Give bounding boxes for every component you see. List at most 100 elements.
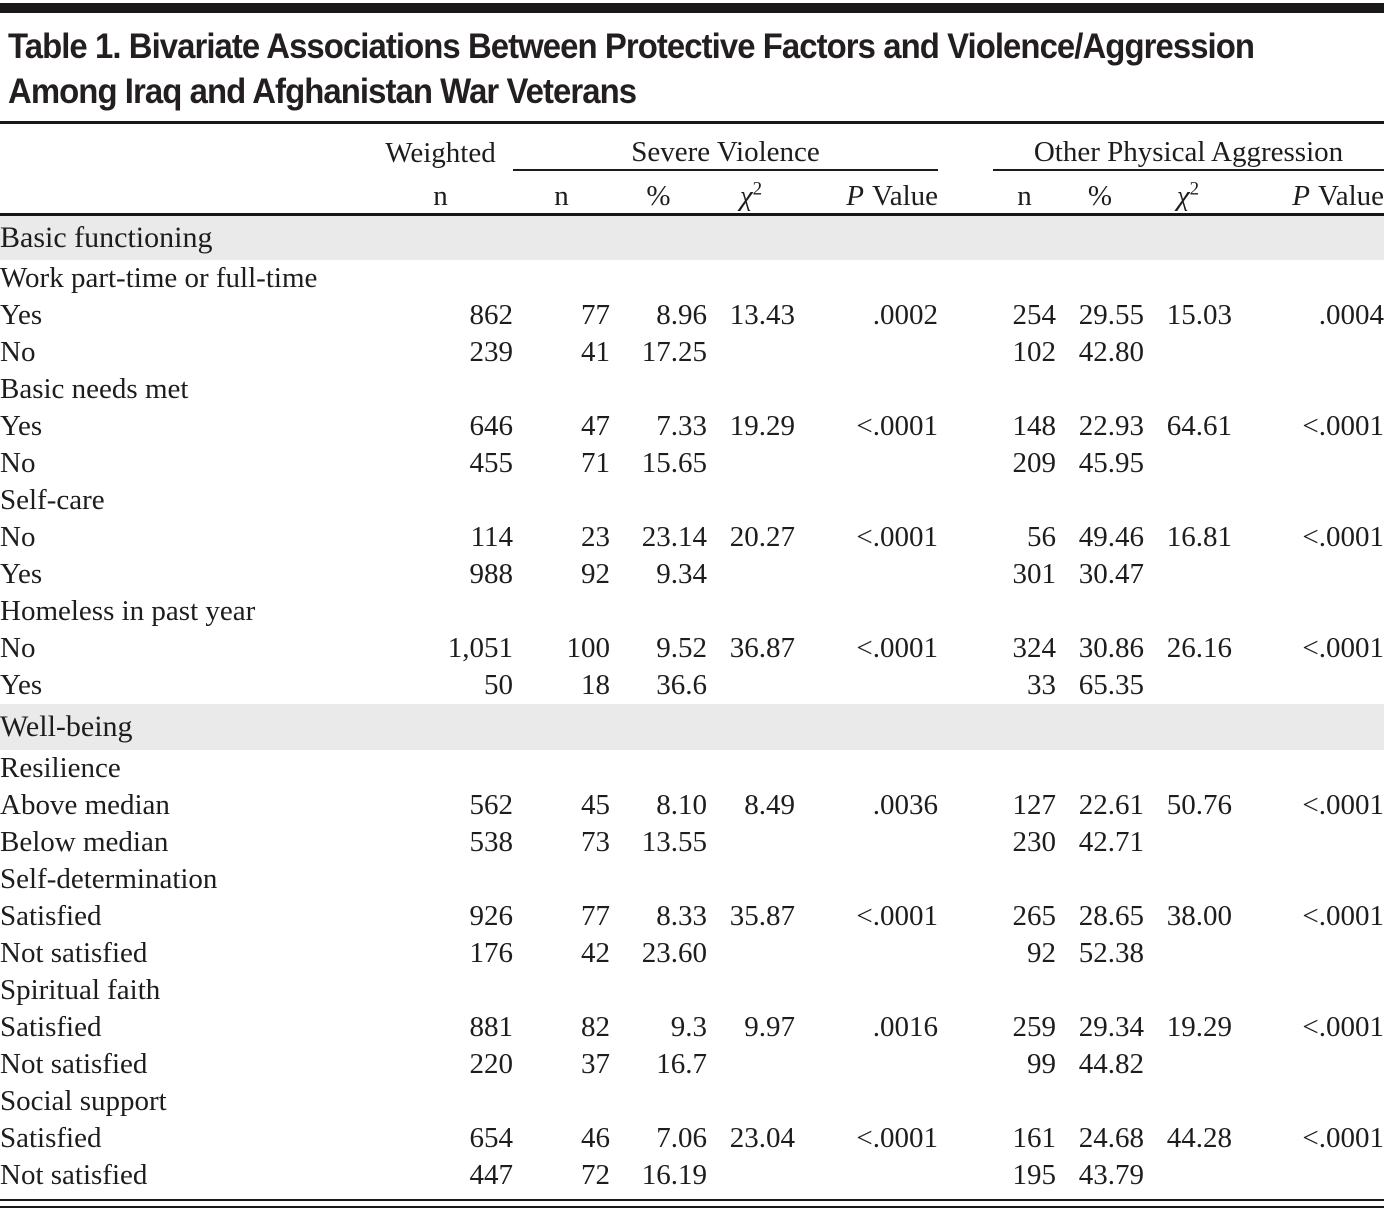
opa-p-value-cell bbox=[1232, 371, 1384, 408]
data-row: Above median 562 45 8.10 8.49 .0036 127 22.61 50… bbox=[0, 787, 1384, 824]
row-label: Work part-time or full-time bbox=[0, 262, 318, 294]
sv-n-cell bbox=[513, 260, 610, 297]
weighted-n-cell: 646 bbox=[469, 410, 514, 442]
opa-n-cell bbox=[993, 482, 1056, 519]
sv-n-cell bbox=[513, 750, 610, 787]
opa-chi-square-cell: 38.00 bbox=[1166, 900, 1232, 932]
sv-percent-cell bbox=[610, 750, 707, 787]
opa-n-cell: 33 bbox=[1027, 669, 1056, 701]
opa-percent-cell: 30.86 bbox=[1078, 632, 1144, 664]
sv-p-value-cell: <.0001 bbox=[856, 410, 938, 442]
data-row: Satisfied 926 77 8.33 35.87 <.0001 265 28.65 38.… bbox=[0, 898, 1384, 935]
weighted-n-cell bbox=[368, 482, 513, 519]
weighted-n-cell: 988 bbox=[469, 558, 514, 590]
opa-percent-cell bbox=[1056, 260, 1144, 297]
row-label: Yes bbox=[0, 410, 43, 442]
sv-p-value-cell bbox=[795, 593, 938, 630]
sv-n-cell: 18 bbox=[581, 669, 610, 701]
label-blank-cell bbox=[0, 170, 368, 216]
sv-percent-cell bbox=[610, 260, 707, 297]
sv-chi-square-cell bbox=[707, 1046, 795, 1083]
group-gap-cell bbox=[938, 334, 993, 371]
bivariate-associations-table: Weighted Severe Violence Other Physical … bbox=[0, 124, 1384, 1194]
opa-percent-header: % bbox=[1056, 170, 1144, 216]
opa-n-cell: 301 bbox=[1012, 558, 1057, 590]
group-gap-cell bbox=[938, 898, 993, 935]
weighted-n-cell bbox=[368, 1083, 513, 1120]
weighted-n-cell: 562 bbox=[469, 789, 514, 821]
opa-p-value-cell: <.0001 bbox=[1302, 521, 1384, 553]
sv-percent-cell: 16.7 bbox=[656, 1048, 707, 1080]
sv-chi-square-cell bbox=[707, 1157, 795, 1194]
sv-n-cell: 71 bbox=[581, 447, 610, 479]
opa-n-cell: 99 bbox=[1027, 1048, 1056, 1080]
group-gap-cell bbox=[938, 935, 993, 972]
sv-chi-square-cell bbox=[707, 371, 795, 408]
group-gap-cell bbox=[938, 750, 993, 787]
sv-n-cell: 47 bbox=[581, 410, 610, 442]
row-label: Resilience bbox=[0, 752, 121, 784]
sv-chi-square-cell bbox=[707, 260, 795, 297]
sv-p-value-cell bbox=[795, 260, 938, 297]
row-label: Social support bbox=[0, 1085, 167, 1117]
corner-blank-cell bbox=[0, 124, 368, 170]
group-gap-cell bbox=[938, 1083, 993, 1120]
row-label: Satisfied bbox=[0, 900, 102, 932]
sv-n-cell bbox=[513, 371, 610, 408]
group-gap-cell bbox=[938, 593, 993, 630]
sv-chi-square-cell bbox=[707, 445, 795, 482]
weighted-n-cell: 881 bbox=[469, 1011, 514, 1043]
opa-p-value-cell bbox=[1232, 482, 1384, 519]
opa-n-cell: 209 bbox=[1012, 447, 1057, 479]
sv-chi-square-cell: 13.43 bbox=[729, 299, 795, 331]
opa-chi-square-header: χ2 bbox=[1144, 170, 1232, 216]
weighted-n-cell: 447 bbox=[469, 1159, 514, 1191]
sv-chi-square-cell: 36.87 bbox=[729, 632, 795, 664]
sv-percent-cell bbox=[610, 972, 707, 1009]
row-label: Satisfied bbox=[0, 1122, 102, 1154]
row-label: Spiritual faith bbox=[0, 974, 161, 1006]
sv-chi-square-cell: 23.04 bbox=[729, 1122, 795, 1154]
opa-percent-cell: 42.80 bbox=[1078, 336, 1144, 368]
row-label: No bbox=[0, 632, 36, 664]
opa-percent-cell: 65.35 bbox=[1078, 669, 1144, 701]
group-gap-cell bbox=[938, 667, 993, 704]
sv-percent-cell bbox=[610, 593, 707, 630]
group-gap-cell bbox=[938, 408, 993, 445]
sv-percent-cell: 17.25 bbox=[641, 336, 707, 368]
sv-p-value-cell bbox=[795, 824, 938, 861]
opa-chi-square-cell bbox=[1144, 556, 1232, 593]
sv-n-cell bbox=[513, 1083, 610, 1120]
opa-p-value-cell bbox=[1232, 1157, 1384, 1194]
sv-chi-square-cell bbox=[707, 334, 795, 371]
opa-n-cell: 127 bbox=[1012, 789, 1057, 821]
opa-n-cell: 265 bbox=[1012, 900, 1057, 932]
table-body: Basic functioning Work part-time or full-… bbox=[0, 214, 1384, 1194]
group-gap-cell bbox=[938, 824, 993, 861]
opa-percent-cell: 42.71 bbox=[1078, 826, 1144, 858]
weighted-n-cell: 50 bbox=[484, 669, 513, 701]
opa-chi-square-cell bbox=[1144, 667, 1232, 704]
opa-n-cell: 230 bbox=[1012, 826, 1057, 858]
row-label: Yes bbox=[0, 299, 43, 331]
row-label: Below median bbox=[0, 826, 169, 858]
sv-p-value-cell: .0036 bbox=[872, 789, 938, 821]
sv-n-cell: 82 bbox=[581, 1011, 610, 1043]
sv-percent-cell: 7.33 bbox=[656, 410, 707, 442]
group-gap-cell bbox=[938, 482, 993, 519]
opa-p-value-header: P Value bbox=[1232, 170, 1384, 216]
data-row: Not satisfied 447 72 16.19 195 43.79 bbox=[0, 1157, 1384, 1194]
group-gap-cell bbox=[938, 630, 993, 667]
data-row: No 455 71 15.65 209 45.95 bbox=[0, 445, 1384, 482]
factor-row: Resilience bbox=[0, 750, 1384, 787]
table-title: Table 1. Bivariate Associations Between … bbox=[8, 24, 1384, 114]
sv-p-value-cell: <.0001 bbox=[856, 1122, 938, 1154]
group-gap-cell bbox=[938, 519, 993, 556]
opa-percent-cell bbox=[1056, 1083, 1144, 1120]
opa-p-value-cell: <.0001 bbox=[1302, 900, 1384, 932]
opa-chi-square-cell bbox=[1144, 260, 1232, 297]
opa-chi-square-cell bbox=[1144, 935, 1232, 972]
weighted-n-cell bbox=[368, 260, 513, 297]
opa-chi-square-cell: 64.61 bbox=[1166, 410, 1232, 442]
group-gap-cell bbox=[938, 787, 993, 824]
